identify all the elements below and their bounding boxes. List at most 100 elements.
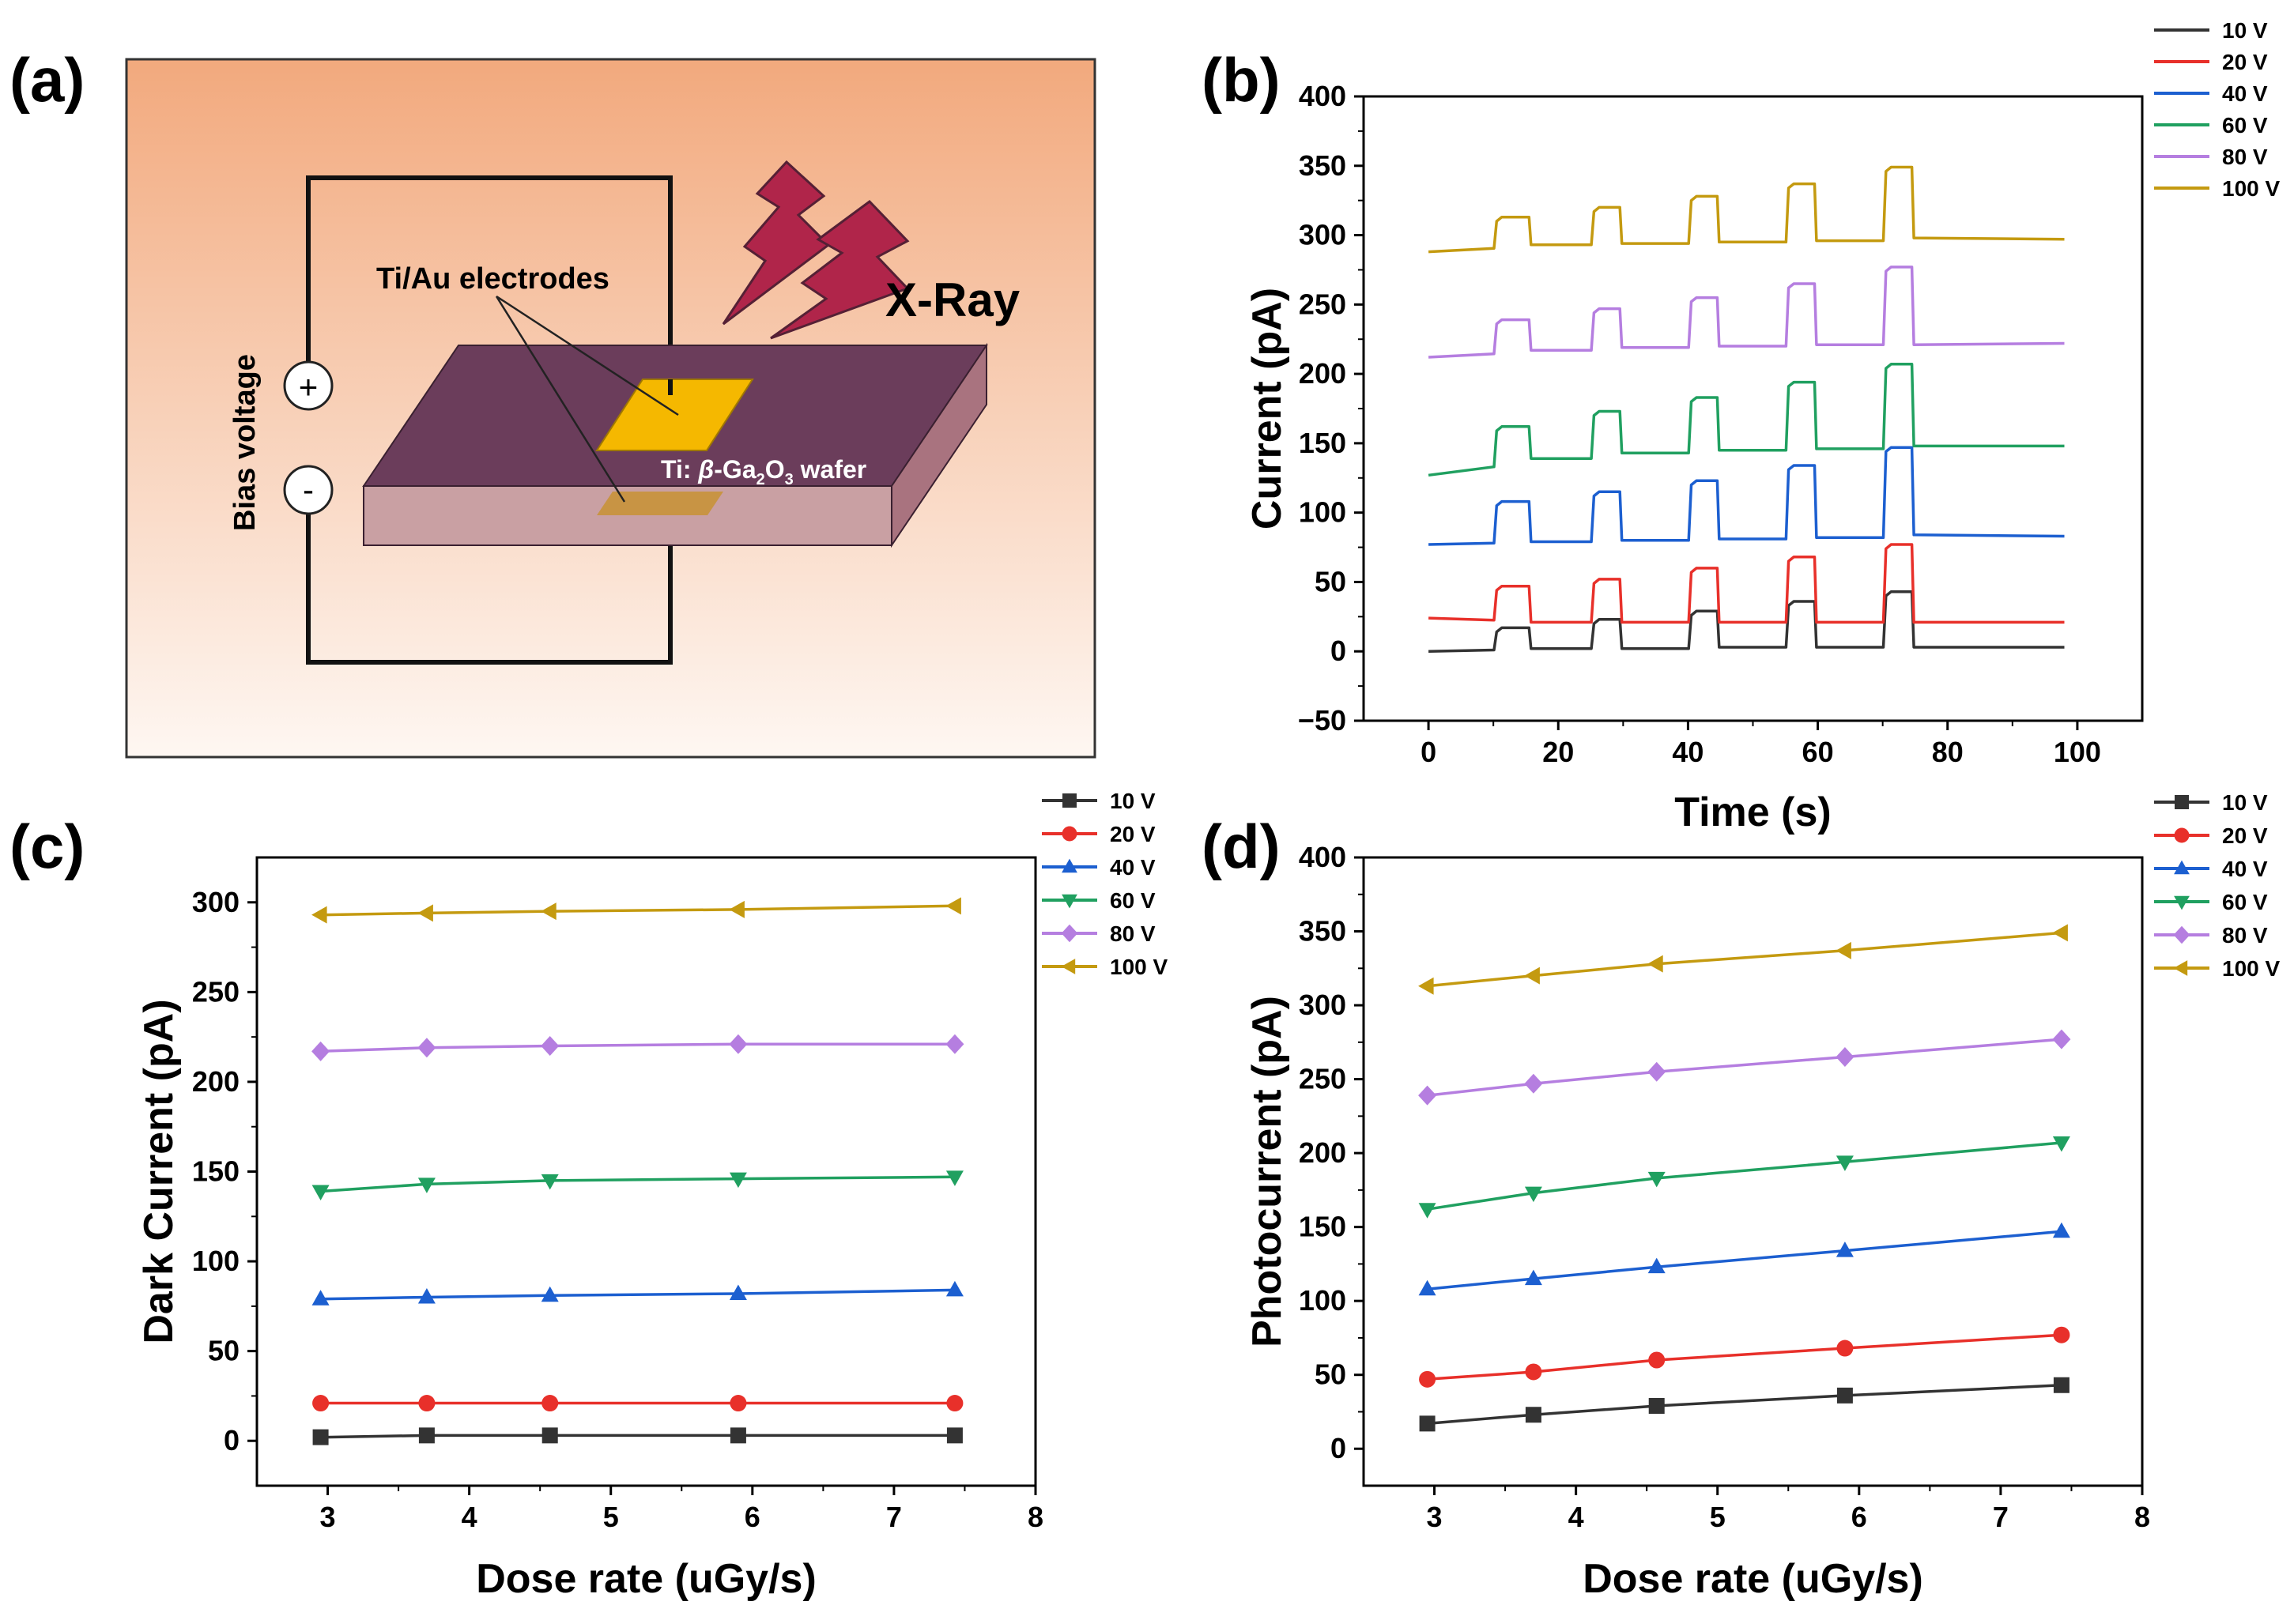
chart-c-ytick-label: 50	[208, 1335, 240, 1367]
chart-b-ytick-label: 50	[1315, 565, 1346, 597]
chart-d-series-line	[1427, 1230, 2062, 1291]
chart-c-xaxis-title: Dose rate (uGy/s)	[476, 1556, 817, 1602]
chart-c-legend-label: 100 V	[1110, 955, 1168, 979]
chart-c-data-point	[417, 1038, 436, 1058]
chart-d-data-point	[2053, 1326, 2070, 1343]
chart-d-xtick-label: 5	[1710, 1501, 1726, 1533]
plus-terminal-icon	[283, 360, 334, 411]
chart-c-series-line	[320, 1288, 955, 1301]
chart-d-xtick-label: 3	[1427, 1501, 1443, 1533]
chart-d-data-point	[1648, 1397, 1665, 1414]
panel-a-label: (a)	[9, 45, 85, 115]
chart-b-ytick-label: −50	[1298, 704, 1346, 737]
chart-d-data-point	[1836, 1155, 1854, 1171]
chart-b-plot-frame	[1362, 95, 2144, 722]
chart-b-ytick-label: 250	[1299, 288, 1346, 320]
chart-d-data-point	[1524, 966, 1540, 985]
chart-b-ytick-label: 200	[1299, 357, 1346, 390]
chart-d-data-point	[1525, 1363, 1542, 1381]
chart-b-xtick-label: 80	[1932, 736, 1964, 768]
electrode-pointer-top	[496, 295, 679, 416]
panel-a: (a) + - Ti/Au electrodes X-Ray Bias volt…	[9, 45, 1096, 759]
chart-c-xtick-label: 3	[320, 1501, 336, 1533]
chart-c-data-point	[945, 1034, 964, 1054]
chart-d-series-line	[1427, 1384, 2062, 1426]
chart-d-data-point	[1836, 1047, 1854, 1068]
circuit-wire-bottom	[306, 502, 673, 665]
chart-c-data-point	[311, 1185, 330, 1200]
chart-c-yaxis-title: Dark Current (pA)	[136, 999, 182, 1343]
chart-d-legend-marker	[2173, 960, 2188, 976]
circuit-wire-top	[306, 175, 673, 395]
chart-c-data-point	[311, 1290, 330, 1306]
chart-c-legend-label: 40 V	[1110, 855, 1156, 880]
chart-b-ytick-label: 300	[1299, 219, 1346, 251]
chart-c-data-point	[729, 1284, 747, 1300]
chart-c-xtick-label: 7	[886, 1501, 902, 1533]
chart-d-xtick-label: 4	[1568, 1501, 1584, 1533]
chart-c-data-point	[417, 904, 433, 922]
chart-b-yaxis-title: Current (pA)	[1244, 288, 1290, 529]
chart-b-legend-label: 80 V	[2222, 145, 2268, 169]
chart-c-xtick-label: 8	[1028, 1501, 1043, 1533]
chart-d-data-point	[2052, 1136, 2070, 1152]
chart-d-data-point	[1525, 1407, 1541, 1423]
chart-b-series-line	[1428, 446, 2065, 546]
minus-terminal-icon	[283, 465, 334, 515]
chart-c-ytick-label: 150	[192, 1155, 240, 1188]
chart-c-xtick-label: 6	[745, 1501, 760, 1533]
chart-d-series-line	[1427, 1333, 2062, 1381]
chart-c-dark-current: 3 4 5 6 7 8 0 50 100 150 200 250 300 Dose rate (uGy/s…	[136, 789, 1168, 1602]
chart-d-data-point	[2052, 1029, 2071, 1049]
xray-bolt-1-icon	[722, 160, 831, 326]
chart-c-data-point	[730, 1427, 746, 1444]
chart-d-data-point	[1418, 1203, 1436, 1219]
minus-terminal-sign: -	[303, 471, 314, 508]
chart-d-ytick-label: 250	[1299, 1063, 1346, 1095]
chart-d-ytick-label: 300	[1299, 989, 1346, 1021]
chart-d-data-point	[1419, 1370, 1436, 1388]
chart-d-data-point	[1418, 1279, 1436, 1296]
chart-b-series-line	[1428, 266, 2065, 359]
chart-b-ytick-label: 350	[1299, 149, 1346, 182]
chart-b-legend-label: 40 V	[2222, 81, 2268, 106]
chart-c-data-point	[417, 1288, 436, 1304]
chart-c-data-point	[418, 1427, 435, 1444]
chart-d-data-point	[1648, 1351, 1666, 1369]
chart-d-data-point	[1836, 1340, 1854, 1357]
chart-d-xtick-label: 7	[1993, 1501, 2009, 1533]
chart-d-xtick-label: 6	[1851, 1501, 1867, 1533]
panel-d-label: (d)	[1202, 812, 1281, 881]
chart-b-ytick-label: 100	[1299, 496, 1346, 529]
chart-c-legend-marker	[1061, 959, 1076, 974]
chart-c-legend-marker	[1062, 793, 1077, 808]
xray-label: X-Ray	[885, 273, 1021, 326]
chart-d-legend-marker	[2174, 895, 2190, 910]
top-electrode	[595, 379, 754, 451]
chart-c-data-point	[946, 1427, 963, 1444]
chart-c-legend-label: 20 V	[1110, 822, 1156, 846]
chart-d-legend-label: 60 V	[2222, 890, 2268, 914]
chart-c-legend-marker	[1062, 894, 1077, 909]
chart-c-ytick-label: 300	[192, 886, 240, 918]
chart-c-series-line	[320, 904, 955, 917]
chart-c-data-point	[541, 1427, 558, 1444]
chart-c-legend-marker	[1062, 826, 1077, 842]
chart-d-series-line	[1427, 931, 2062, 988]
chart-d-ytick-label: 0	[1330, 1432, 1346, 1464]
chart-c-xtick-label: 5	[603, 1501, 619, 1533]
chart-d-ytick-label: 150	[1299, 1211, 1346, 1243]
chart-d-data-point	[2052, 924, 2068, 942]
chart-d-data-point	[1836, 1387, 1853, 1404]
chart-c-xtick-label: 4	[462, 1501, 477, 1533]
chart-c-data-point	[729, 900, 745, 918]
chart-c-data-point	[729, 1172, 747, 1189]
chart-d-legend-label: 10 V	[2222, 790, 2268, 815]
chart-d-data-point	[1647, 1257, 1666, 1274]
wafer-side-face	[891, 342, 987, 548]
chart-c-data-point	[541, 902, 557, 921]
chart-b-series-line	[1428, 165, 2065, 254]
chart-c-data-point	[312, 1429, 329, 1445]
chart-c-ytick-label: 100	[192, 1245, 240, 1277]
chart-c-ytick-label: 0	[224, 1424, 240, 1456]
